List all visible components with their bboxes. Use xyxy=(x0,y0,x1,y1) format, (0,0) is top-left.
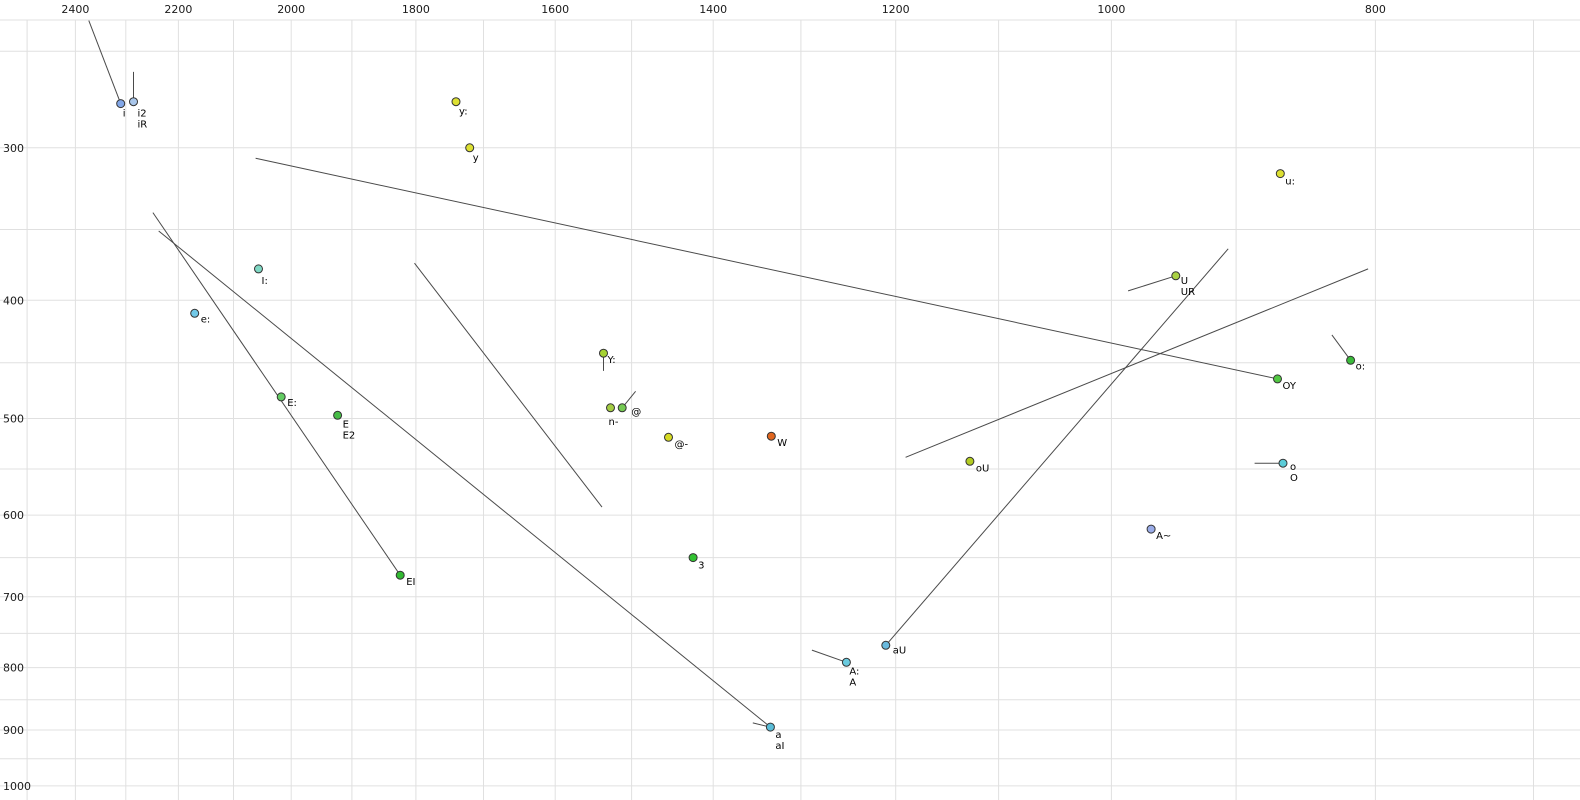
vowel-point-A-nasal xyxy=(1146,524,1156,534)
trajectory-line xyxy=(152,212,401,576)
x-axis-tick-label: 1200 xyxy=(882,3,910,16)
vowel-label: iR xyxy=(138,120,148,131)
vowel-label: i2 xyxy=(138,109,147,120)
y-axis-tick-label: 900 xyxy=(3,724,24,737)
vowel-label: I: xyxy=(262,276,268,287)
vowel-point-i xyxy=(116,99,126,109)
vowel-point-E-long xyxy=(276,392,286,402)
vowel-point-a xyxy=(765,722,775,732)
vowel-label: aU xyxy=(893,645,906,656)
vowel-point-3 xyxy=(688,553,698,563)
vowel-point-aU xyxy=(881,640,891,650)
vowel-label: o xyxy=(1290,462,1296,473)
x-axis-tick-label: 2400 xyxy=(61,3,89,16)
vowel-point-y xyxy=(465,143,475,153)
vowel-label: o: xyxy=(1356,361,1366,372)
vowel-point-schwa xyxy=(617,403,627,413)
trajectory-line xyxy=(1127,275,1176,292)
vowel-label: u: xyxy=(1285,177,1295,188)
vowel-point-OY xyxy=(1273,374,1282,384)
vowel-point-U xyxy=(1171,271,1181,281)
y-axis-tick-label: 600 xyxy=(3,509,24,522)
trajectory-line xyxy=(885,248,1229,646)
vowel-label: U xyxy=(1181,276,1188,287)
vowel-label: E: xyxy=(287,398,297,409)
vowel-point-A-long xyxy=(841,657,851,667)
vowel-point-Y-long xyxy=(599,348,608,358)
y-axis-tick-label: 800 xyxy=(3,662,24,675)
y-axis-tick-label: 700 xyxy=(3,591,24,604)
x-axis-tick-label: 2000 xyxy=(277,3,305,16)
vowel-point-o xyxy=(1278,458,1288,468)
vowel-label: @ xyxy=(631,407,641,418)
vowel-label: oU xyxy=(976,463,989,474)
vowel-label: e: xyxy=(201,314,211,325)
vowel-point-E xyxy=(333,410,343,420)
vowel-label: A~ xyxy=(1156,531,1171,542)
vowel-label: A xyxy=(849,677,856,688)
trajectory-line xyxy=(255,157,1278,380)
vowel-label: OY xyxy=(1283,381,1297,392)
vowel-label: @- xyxy=(675,439,689,450)
y-axis-tick-label: 300 xyxy=(3,142,24,155)
vowel-point-n xyxy=(606,403,615,413)
y-axis-tick-label: 1000 xyxy=(3,780,31,793)
x-axis-tick-label: 1600 xyxy=(541,3,569,16)
x-axis-tick-label: 800 xyxy=(1365,3,1386,16)
vowel-point-W xyxy=(766,431,776,441)
trajectory-line xyxy=(811,649,847,663)
vowel-label: EI xyxy=(406,577,415,588)
y-axis-tick-label: 400 xyxy=(3,294,24,307)
x-axis-tick-label: 1800 xyxy=(402,3,430,16)
vowel-point-EI xyxy=(395,570,405,580)
vowel-label: n- xyxy=(609,417,619,428)
vowel-label: y xyxy=(473,153,479,164)
vowel-point-u-long xyxy=(1275,169,1285,179)
vowel-point-e-long xyxy=(190,308,200,318)
x-axis-tick-label: 2200 xyxy=(164,3,192,16)
vowel-point-I-long xyxy=(254,264,263,274)
vowel-label: Y: xyxy=(607,355,616,366)
vowel-point-o-long xyxy=(1346,355,1356,365)
vowel-point-oU xyxy=(965,456,975,466)
vowel-label: a xyxy=(775,730,781,741)
vowel-label: O xyxy=(1290,473,1298,484)
trajectory-line xyxy=(88,20,122,104)
vowel-point-schwa2 xyxy=(664,432,673,442)
x-axis-tick-label: 1400 xyxy=(699,3,727,16)
vowel-label: A: xyxy=(849,666,859,677)
x-axis-tick-label: 1000 xyxy=(1097,3,1125,16)
trajectory-line xyxy=(1331,334,1352,361)
vowel-label: y: xyxy=(459,107,468,118)
trajectory-line xyxy=(158,230,771,728)
vowel-label: E xyxy=(343,419,349,430)
vowel-label: aI xyxy=(775,741,784,752)
vowel-label: UR xyxy=(1181,287,1195,298)
vowel-label: 3 xyxy=(698,561,704,572)
vowel-label: i xyxy=(123,109,126,120)
vowel-point-y-long xyxy=(451,97,461,107)
y-axis-tick-label: 500 xyxy=(3,413,24,426)
vowel-label: W xyxy=(777,438,787,449)
trajectory-line xyxy=(414,262,603,508)
vowel-point-i2 xyxy=(129,97,138,107)
trajectory-line xyxy=(905,268,1369,458)
vowel-label: E2 xyxy=(343,430,356,441)
